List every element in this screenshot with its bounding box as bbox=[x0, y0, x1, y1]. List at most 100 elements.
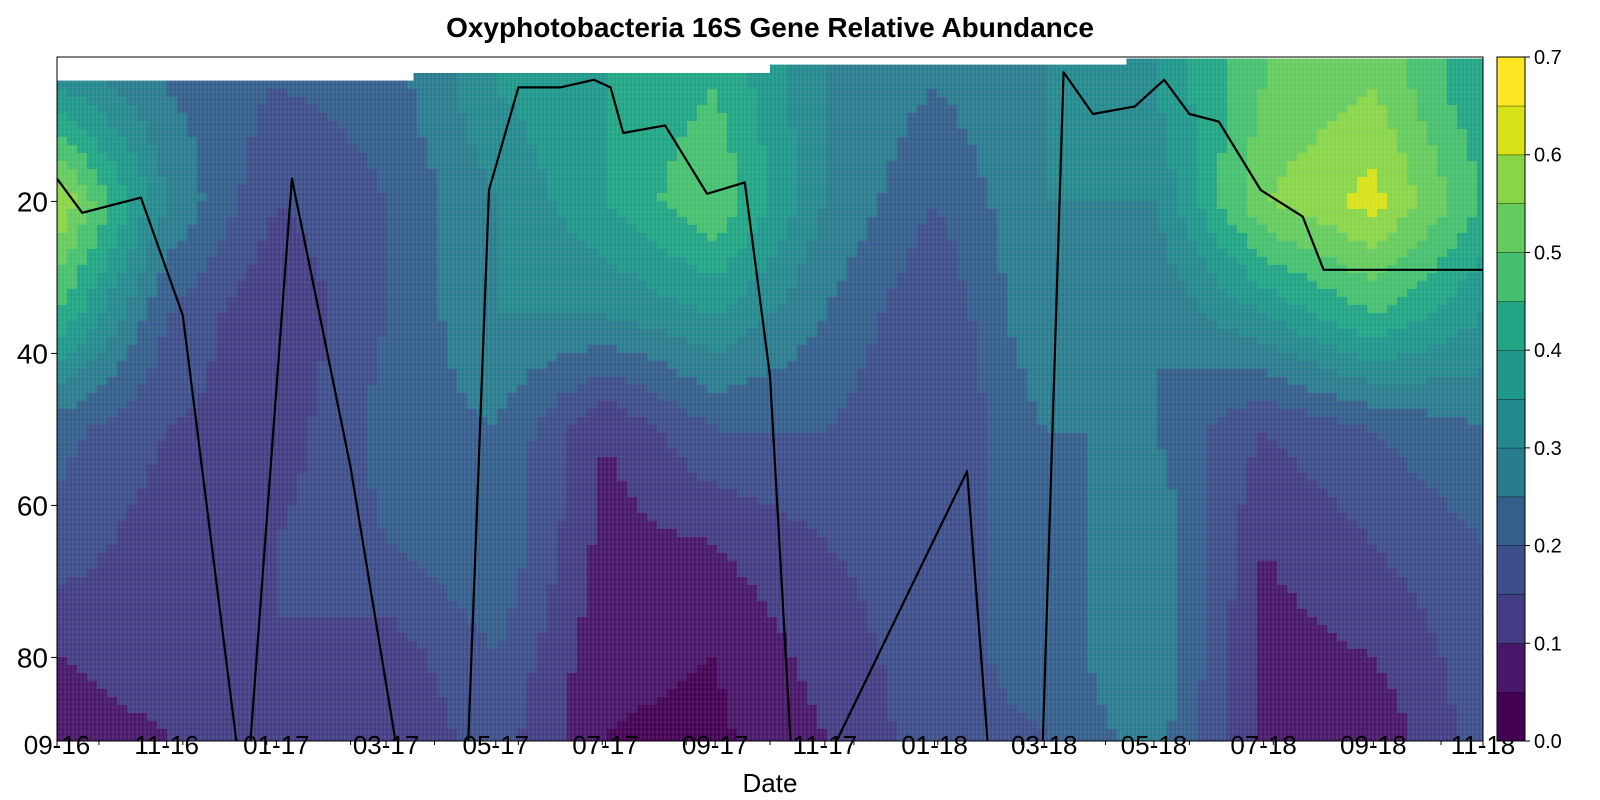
contour-cell bbox=[147, 561, 158, 570]
contour-cell bbox=[367, 545, 378, 554]
contour-cell bbox=[267, 505, 278, 514]
contour-cell bbox=[157, 425, 168, 434]
contour-cell bbox=[237, 249, 248, 258]
contour-cell bbox=[417, 257, 428, 266]
contour-cell bbox=[397, 569, 408, 578]
contour-cell bbox=[97, 265, 108, 274]
contour-cell bbox=[127, 425, 138, 434]
contour-cell bbox=[117, 585, 128, 594]
contour-cell bbox=[167, 353, 178, 362]
contour-cell bbox=[537, 649, 548, 658]
contour-cell bbox=[237, 377, 248, 386]
contour-cell bbox=[207, 481, 218, 490]
contour-cell bbox=[187, 129, 198, 138]
contour-cell bbox=[167, 433, 178, 442]
contour-cell bbox=[297, 649, 308, 658]
contour-cell bbox=[77, 193, 88, 202]
contour-cell bbox=[147, 377, 158, 386]
contour-cell bbox=[147, 473, 158, 482]
contour-cell bbox=[597, 329, 608, 338]
contour-cell bbox=[287, 305, 298, 314]
contour-cell bbox=[557, 729, 568, 738]
contour-cell bbox=[477, 169, 488, 178]
contour-cell bbox=[287, 729, 298, 738]
contour-cell bbox=[107, 633, 118, 642]
contour-cell bbox=[317, 393, 328, 402]
contour-cell bbox=[357, 689, 368, 698]
contour-cell bbox=[337, 105, 348, 114]
contour-cell bbox=[327, 577, 338, 586]
contour-cell bbox=[377, 153, 388, 162]
contour-cell bbox=[557, 609, 568, 618]
contour-cell bbox=[177, 273, 188, 282]
contour-cell bbox=[327, 201, 338, 210]
contour-cell bbox=[287, 193, 298, 202]
contour-cell bbox=[157, 529, 168, 538]
contour-cell bbox=[217, 577, 228, 586]
contour-cell bbox=[477, 409, 488, 418]
contour-cell bbox=[307, 425, 318, 434]
contour-cell bbox=[157, 81, 168, 90]
contour-cell bbox=[107, 305, 118, 314]
contour-cell bbox=[137, 441, 148, 450]
contour-cell bbox=[437, 529, 448, 538]
contour-cell bbox=[257, 97, 268, 106]
contour-cell bbox=[77, 177, 88, 186]
contour-cell bbox=[247, 601, 258, 610]
contour-cell bbox=[67, 625, 78, 634]
contour-cell bbox=[577, 529, 588, 538]
contour-cell bbox=[107, 577, 118, 586]
contour-cell bbox=[67, 697, 78, 706]
contour-cell bbox=[597, 617, 608, 626]
contour-cell bbox=[517, 177, 528, 186]
contour-cell bbox=[117, 289, 128, 298]
contour-cell bbox=[227, 537, 238, 546]
contour-cell bbox=[97, 737, 108, 741]
contour-cell bbox=[197, 337, 208, 346]
contour-cell bbox=[417, 449, 428, 458]
contour-cell bbox=[457, 377, 468, 386]
contour-cell bbox=[77, 233, 88, 242]
contour-cell bbox=[77, 681, 88, 690]
contour-cell bbox=[247, 529, 258, 538]
contour-cell bbox=[67, 689, 78, 698]
contour-cell bbox=[197, 385, 208, 394]
contour-cell bbox=[367, 497, 378, 506]
contour-cell bbox=[97, 441, 108, 450]
contour-cell bbox=[97, 489, 108, 498]
contour-cell bbox=[107, 593, 118, 602]
contour-cell bbox=[177, 553, 188, 562]
contour-cell bbox=[97, 465, 108, 474]
contour-cell bbox=[477, 129, 488, 138]
contour-cell bbox=[417, 609, 428, 618]
contour-cell bbox=[257, 153, 268, 162]
contour-cell bbox=[237, 665, 248, 674]
contour-cell bbox=[207, 241, 218, 250]
contour-cell bbox=[97, 553, 108, 562]
contour-cell bbox=[267, 417, 278, 426]
contour-cell bbox=[287, 657, 298, 666]
contour-cell bbox=[57, 401, 68, 410]
contour-cell bbox=[77, 297, 88, 306]
contour-cell bbox=[177, 185, 188, 194]
contour-cell bbox=[257, 481, 268, 490]
contour-cell bbox=[227, 585, 238, 594]
contour-cell bbox=[97, 297, 108, 306]
contour-cell bbox=[217, 113, 228, 122]
contour-cell bbox=[277, 721, 288, 730]
contour-cell bbox=[187, 137, 198, 146]
contour-cell bbox=[107, 457, 118, 466]
contour-cell bbox=[197, 521, 208, 530]
contour-cell bbox=[67, 705, 78, 714]
contour-cell bbox=[297, 473, 308, 482]
contour-cell bbox=[137, 217, 148, 226]
contour-cell bbox=[337, 233, 348, 242]
contour-cell bbox=[277, 225, 288, 234]
contour-cell bbox=[307, 313, 318, 322]
contour-cell bbox=[97, 233, 108, 242]
contour-cell bbox=[97, 209, 108, 218]
contour-cell bbox=[117, 713, 128, 722]
contour-cell bbox=[267, 513, 278, 522]
contour-cell bbox=[67, 729, 78, 738]
contour-cell bbox=[457, 137, 468, 146]
